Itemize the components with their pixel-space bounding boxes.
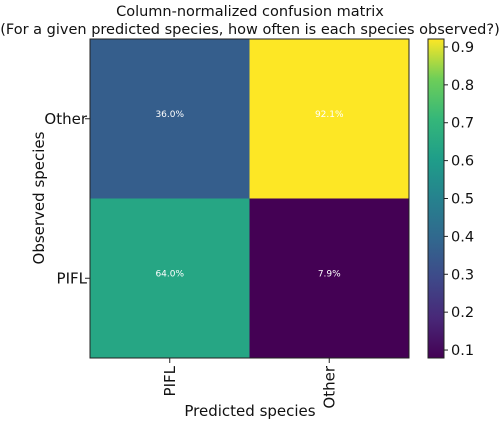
colorbar-tick-label: 0.4 — [451, 229, 474, 245]
x-tick-label: PIFL — [161, 365, 179, 396]
heatmap-cell — [249, 198, 409, 358]
colorbar-tick-label: 0.1 — [451, 343, 474, 359]
colorbar-tick-label: 0.7 — [451, 116, 474, 132]
colorbar-ticks: 0.1 0.2 0.3 0.4 0.5 0.6 0.7 0.8 0.9 — [444, 40, 474, 359]
heatmap-cells: 36.0% 92.1% 64.0% 7.9% — [90, 39, 409, 358]
colorbar-tick-label: 0.6 — [451, 154, 474, 170]
colorbar-tick-label: 0.5 — [451, 192, 474, 208]
cell-value-label: 36.0% — [155, 110, 184, 120]
cell-value-label: 7.9% — [318, 269, 341, 279]
y-tick-label: PIFL — [57, 269, 88, 287]
y-ticks: Other PIFL — [44, 110, 90, 287]
x-axis-label: Predicted species — [184, 402, 315, 420]
colorbar-tick-label: 0.8 — [451, 78, 474, 94]
y-tick-label: Other — [44, 110, 87, 128]
x-ticks: PIFL Other — [161, 358, 338, 409]
cell-value-label: 64.0% — [155, 269, 184, 279]
colorbar-tick-label: 0.3 — [451, 267, 474, 283]
y-axis-label: Observed species — [30, 131, 48, 264]
colorbar-tick-label: 0.2 — [451, 305, 474, 321]
heatmap-cell — [90, 198, 250, 358]
chart-title: Column-normalized confusion matrix — [116, 4, 384, 20]
colorbar — [427, 38, 445, 359]
x-tick-label: Other — [320, 365, 338, 408]
cell-value-label: 92.1% — [315, 110, 344, 120]
plot-frame — [89, 38, 410, 359]
chart-subtitle: (For a given predicted species, how ofte… — [0, 22, 499, 38]
heatmap-cell — [90, 39, 250, 199]
heatmap-cell — [249, 39, 409, 199]
colorbar-tick-label: 0.9 — [451, 40, 474, 56]
